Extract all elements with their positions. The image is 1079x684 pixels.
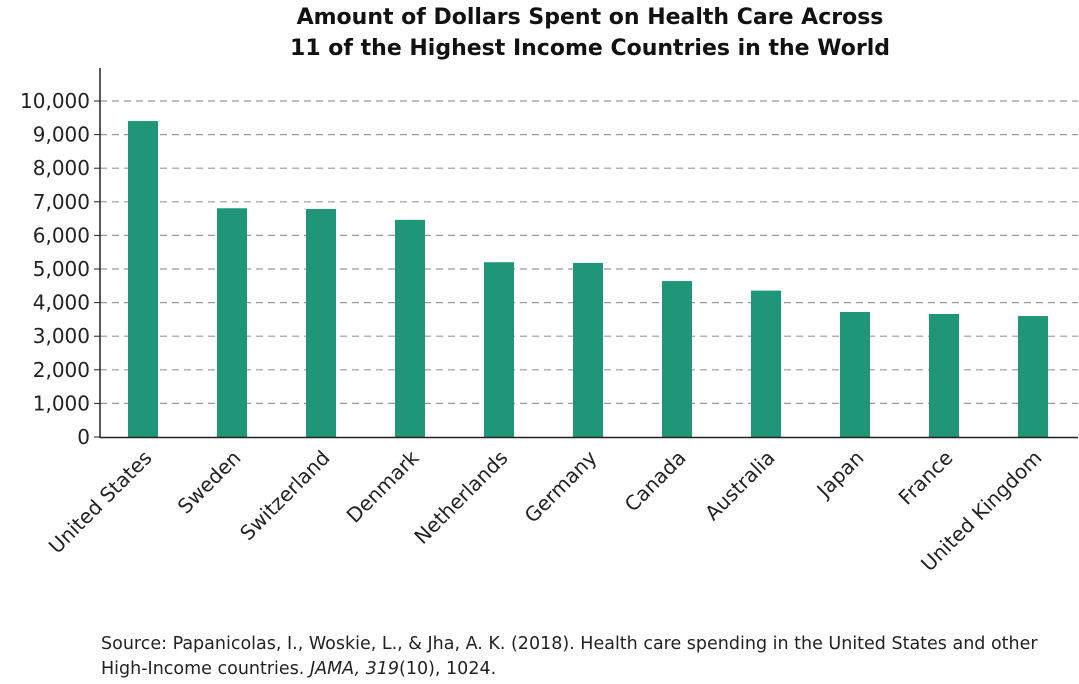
- source-pages: (10), 1024.: [399, 659, 497, 679]
- x-tick-label: Germany: [520, 445, 602, 527]
- bar-australia: [751, 290, 781, 437]
- bar-japan: [840, 312, 870, 437]
- bar-germany: [573, 262, 603, 437]
- chart-title-line-2: 11 of the Highest Income Countries in th…: [290, 36, 890, 61]
- x-tick-label: Netherlands: [409, 446, 512, 549]
- x-tick-label: Canada: [620, 446, 691, 517]
- x-tick-label: Switzerland: [235, 446, 334, 545]
- x-tick-label: Denmark: [342, 445, 424, 527]
- bar-united-kingdom: [1018, 316, 1048, 437]
- source-citation: Source: Papanicolas, I., Woskie, L., & J…: [101, 632, 1071, 682]
- y-tick-label: 5,000: [33, 257, 90, 281]
- y-tick-label: 4,000: [33, 291, 90, 315]
- bar-united-states: [128, 121, 158, 437]
- x-tick-label: France: [894, 446, 958, 510]
- y-tick-label: 10,000: [20, 89, 90, 113]
- x-tick-label: United States: [44, 446, 157, 559]
- bar-netherlands: [484, 262, 514, 437]
- y-tick-label: 8,000: [33, 156, 90, 180]
- bar-denmark: [395, 219, 425, 437]
- source-journal: JAMA,: [309, 659, 366, 679]
- y-tick-label: 7,000: [33, 190, 90, 214]
- x-tick-label: Australia: [700, 446, 780, 526]
- y-tick-label: 3,000: [33, 324, 90, 348]
- x-tick-label: Sweden: [173, 446, 246, 519]
- bar-sweden: [217, 208, 247, 437]
- x-tick-label: Japan: [811, 446, 869, 504]
- chart-title-line-1: Amount of Dollars Spent on Health Care A…: [297, 5, 884, 30]
- source-text: Source: Papanicolas, I., Woskie, L., & J…: [101, 634, 1038, 679]
- source-volume: 319: [365, 659, 399, 679]
- bar-switzerland: [306, 208, 336, 437]
- y-tick-label: 1,000: [33, 391, 90, 415]
- bar-canada: [662, 281, 692, 437]
- y-tick-label: 0: [77, 425, 90, 449]
- bar-chart: Amount of Dollars Spent on Health Care A…: [20, 5, 1078, 576]
- y-tick-label: 9,000: [33, 123, 90, 147]
- bar-france: [929, 314, 959, 437]
- y-tick-label: 6,000: [33, 223, 90, 247]
- y-tick-label: 2,000: [33, 358, 90, 382]
